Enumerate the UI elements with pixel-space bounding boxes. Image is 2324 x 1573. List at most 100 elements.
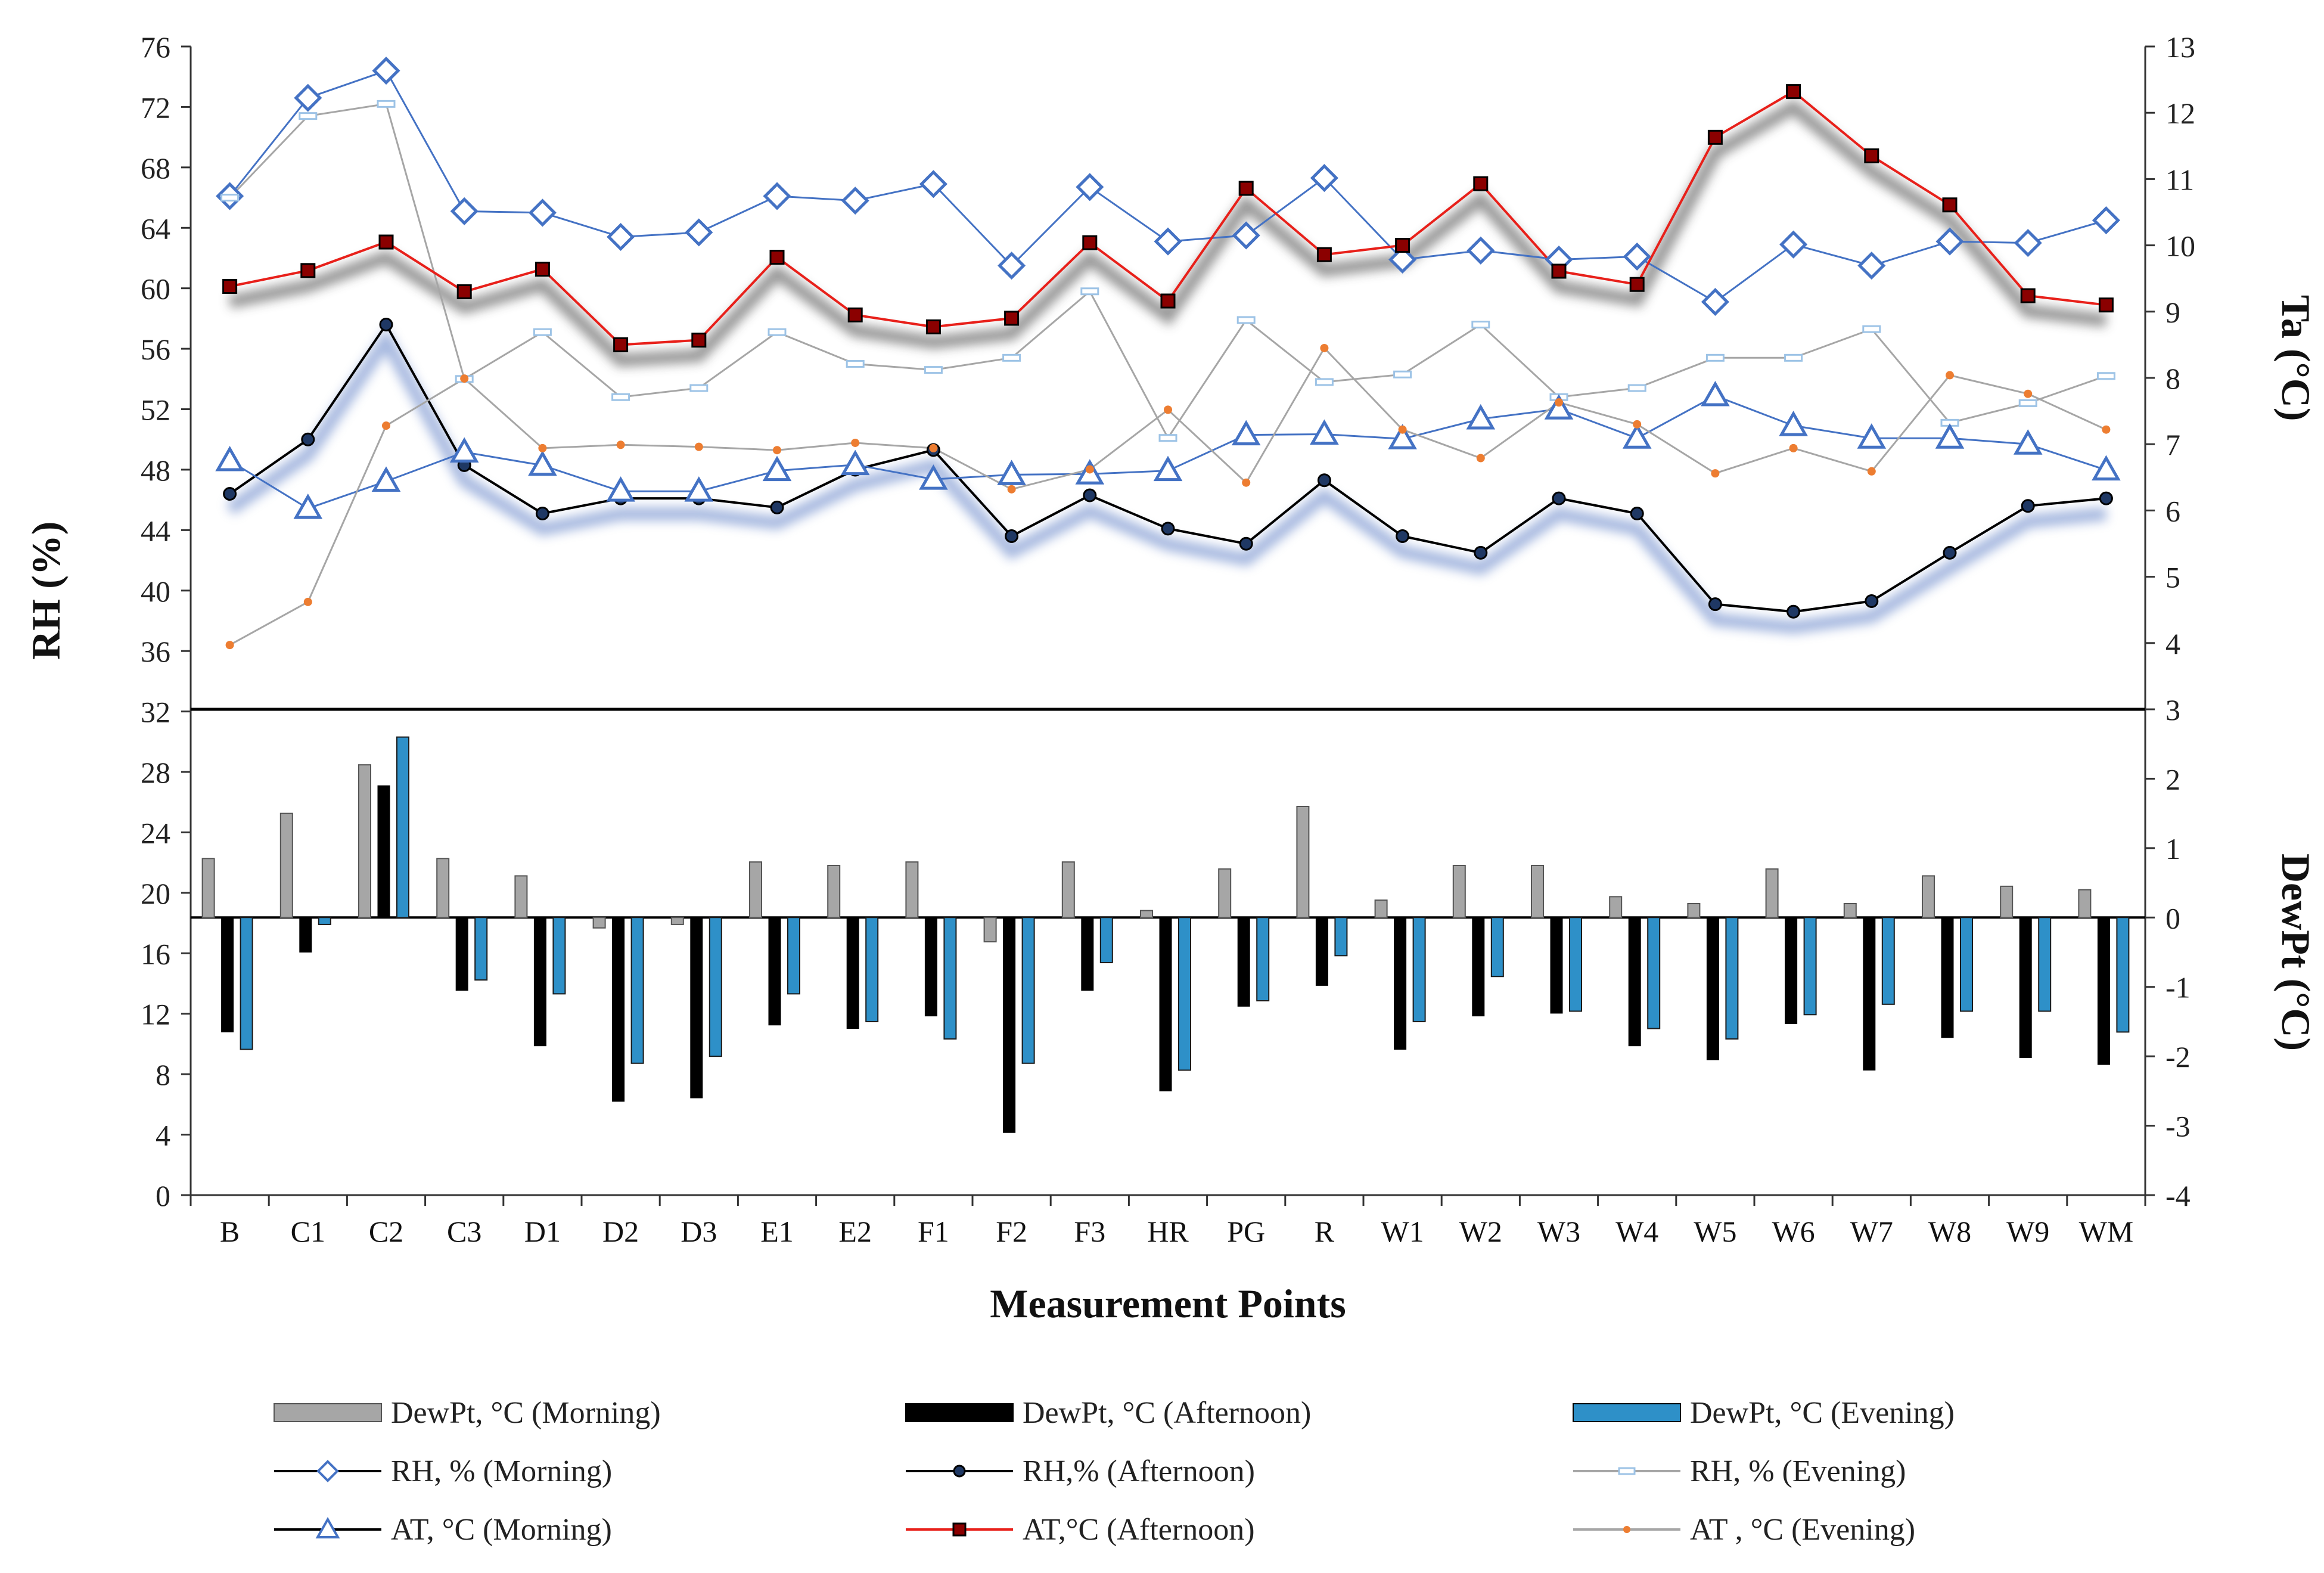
dewpt-bar-evening [2038, 917, 2052, 1012]
at-afternoon-marker [1160, 293, 1176, 309]
at-evening-marker [929, 443, 938, 452]
legend-entry-label: DewPt, °C (Afternoon) [1023, 1396, 1311, 1430]
rh-afternoon-marker [1396, 529, 1410, 544]
dewpt-bar-evening [474, 917, 488, 981]
rh-afternoon-marker [1865, 594, 1879, 609]
at-afternoon-marker [925, 319, 941, 334]
rh-morning-marker [2092, 206, 2120, 235]
rh-evening-marker [2096, 372, 2115, 380]
dewpt-bar-morning [1296, 806, 1310, 919]
rh-evening-marker [2018, 399, 2037, 407]
at-afternoon-marker [1786, 84, 1801, 100]
at-evening-marker [1085, 465, 1094, 474]
dewpt-tick-label: 2 [2165, 762, 2180, 796]
rh-afternoon-marker [1630, 506, 1644, 520]
at-morning-marker [1388, 424, 1417, 449]
rh-morning-marker [1154, 227, 1182, 256]
category-tick-label: W3 [1537, 1215, 1580, 1248]
at-evening-marker [1164, 405, 1172, 414]
rh-afternoon-marker [770, 500, 784, 514]
at-morning-marker [1231, 420, 1261, 446]
rh-tick-label: 76 [141, 30, 170, 64]
legend-swatch-marker [1618, 1467, 1636, 1475]
rh-afternoon-marker [1317, 473, 1331, 488]
category-tick-label: F3 [1074, 1215, 1105, 1248]
rh-evening-marker [1784, 353, 1803, 362]
rh-morning-marker [919, 170, 947, 198]
rh-morning-marker [763, 182, 791, 210]
rh-morning-marker [1076, 173, 1104, 201]
dewpt-bar-afternoon [690, 917, 703, 1099]
dewpt-bar-morning [2000, 885, 2014, 919]
legend: DewPt, °C (Morning) DewPt, °C (Afternoon)… [274, 1396, 1955, 1547]
rh-evening-marker [1158, 434, 1177, 442]
at-evening-marker [1946, 371, 1954, 380]
dewpt-bar-morning [1609, 896, 1623, 919]
dewpt-bar-afternoon [924, 917, 937, 1017]
at-afternoon-marker [1942, 197, 1958, 213]
category-tick-label: C3 [447, 1215, 481, 1248]
category-tick-label: W4 [1615, 1215, 1658, 1248]
dewpt-bar-afternoon [2019, 917, 2032, 1058]
at-afternoon-marker [1473, 176, 1489, 191]
at-evening-marker [851, 438, 860, 447]
rh-afternoon-marker [2021, 499, 2035, 513]
at-evening-marker [303, 597, 312, 606]
category-tick-label: B [220, 1215, 240, 1248]
axis-labels-group: 0481216202428323640444852566064687276345… [23, 30, 2319, 1326]
category-tick-label: D3 [681, 1215, 717, 1248]
rh-evening-marker [299, 112, 318, 120]
rh-morning-marker [2014, 229, 2042, 257]
rh-tick-label: 56 [141, 333, 170, 366]
legend-swatch-marker [1623, 1526, 1630, 1533]
dewpt-bar-afternoon [1159, 917, 1172, 1091]
rh-evening-marker [533, 328, 552, 336]
category-tick-label: D2 [602, 1215, 639, 1248]
at-afternoon-marker [1004, 311, 1020, 326]
rh-morning-marker [1388, 245, 1417, 274]
at-morning-marker [919, 464, 948, 490]
dewpt-bar-morning [1452, 864, 1466, 919]
category-tick-label: PG [1227, 1215, 1265, 1248]
at-morning-marker [1622, 423, 1652, 449]
rh-afternoon-marker [1161, 522, 1175, 536]
rh-afternoon-marker [1708, 597, 1722, 612]
rh-tick-label: 64 [141, 212, 170, 245]
at-afternoon-marker [1629, 277, 1645, 292]
rh-morning-marker [998, 252, 1026, 280]
dewpt-bar-evening [1021, 917, 1035, 1064]
rh-afternoon-marker [2099, 491, 2113, 505]
rh-tick-label: 24 [141, 816, 170, 849]
category-tick-label: W6 [1772, 1215, 1815, 1248]
at-afternoon-marker [613, 337, 629, 352]
at-evening-marker [1007, 485, 1016, 494]
dewpt-bar-afternoon [1785, 917, 1798, 1024]
rh-evening-marker [689, 384, 709, 392]
category-tick-label: F2 [996, 1215, 1027, 1248]
rh-afternoon-marker [1239, 536, 1253, 551]
legend-entry-label: DewPt, °C (Evening) [1690, 1396, 1955, 1430]
at-afternoon-marker [456, 284, 472, 299]
rh-evening-marker [1705, 353, 1725, 362]
at-evening-marker [1242, 478, 1251, 487]
category-tick-label: E1 [760, 1215, 794, 1248]
category-tick-label: D1 [524, 1215, 561, 1248]
at-evening-marker [1398, 425, 1407, 434]
dewpt-bar-morning [279, 812, 293, 919]
rh-tick-label: 32 [141, 696, 170, 729]
dewpt-bar-afternoon [1003, 917, 1016, 1133]
legend-entry-label: AT,°C (Afternoon) [1023, 1513, 1255, 1547]
at-evening-marker [538, 443, 547, 452]
at-afternoon-marker [1395, 238, 1410, 253]
dewpt-bar-afternoon [377, 785, 390, 918]
category-tick-label: R [1315, 1215, 1335, 1248]
rh-afternoon-marker [379, 318, 393, 332]
rh-afternoon-marker [1943, 545, 1957, 560]
at-evening-marker [382, 421, 390, 430]
dewpt-bar-afternoon [1863, 917, 1876, 1071]
dewpt-bar-afternoon [1394, 917, 1407, 1050]
ta-axis-title: Ta (°C) [2273, 295, 2319, 421]
dewpt-bar-morning [592, 917, 606, 929]
at-morning-marker [997, 460, 1026, 485]
rh-evening-marker [1393, 370, 1412, 378]
